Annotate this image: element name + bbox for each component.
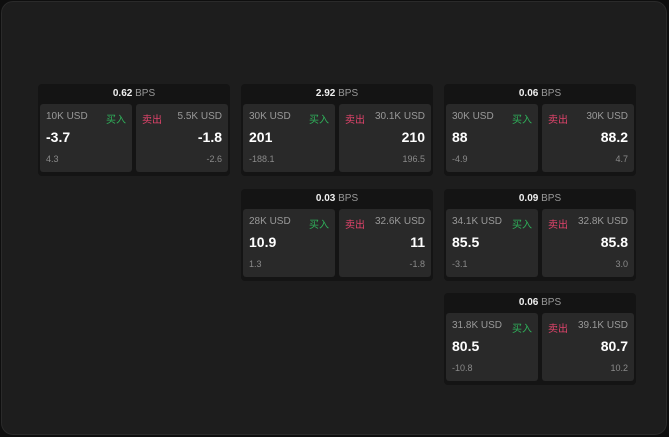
bid-change: 4.3 (46, 154, 59, 164)
bid-change: -3.1 (452, 259, 468, 269)
sell-cell[interactable]: 卖出 32.6K USD 11 -1.8 (339, 209, 431, 277)
ask-price: -1.8 (197, 129, 222, 145)
ask-price: 210 (401, 129, 425, 145)
spread-header: 0.06 BPS (444, 84, 636, 104)
ask-change: -1.8 (409, 259, 425, 269)
bid-change: 1.3 (249, 259, 262, 269)
spread-header: 0.62 BPS (38, 84, 230, 104)
spread-value: 0.62 (112, 88, 133, 99)
bid-price: 201 (249, 129, 273, 145)
buy-cell[interactable]: 30K USD 买入 201 -188.1 (243, 104, 335, 172)
spread-value: 0.03 (315, 193, 336, 204)
sell-label: 卖出 (548, 115, 568, 126)
spread-header: 2.92 BPS (241, 84, 433, 104)
ask-price: 11 (410, 234, 425, 250)
spread-unit: BPS (541, 193, 562, 204)
ask-size: 39.1K USD (577, 320, 628, 331)
buy-label: 买入 (309, 220, 329, 231)
buy-label: 买入 (512, 115, 532, 126)
buy-cell[interactable]: 10K USD 买入 -3.7 4.3 (40, 104, 132, 172)
buy-label: 买入 (512, 220, 532, 231)
buy-label: 买入 (512, 324, 532, 335)
quote-card: 0.62 BPS 10K USD 买入 -3.7 4.3 卖出 5.5K USD… (38, 84, 230, 176)
ask-change: 196.5 (402, 154, 425, 164)
quote-card: 0.06 BPS 30K USD 买入 88 -4.9 卖出 30K USD 8… (444, 84, 636, 176)
bid-change: -188.1 (249, 154, 275, 164)
sell-cell[interactable]: 卖出 30.1K USD 210 196.5 (339, 104, 431, 172)
ask-change: 10.2 (610, 363, 628, 373)
quote-card: 0.09 BPS 34.1K USD 买入 85.5 -3.1 卖出 32.8K… (444, 189, 636, 281)
spread-value: 0.06 (518, 88, 539, 99)
ask-price: 80.7 (600, 338, 628, 354)
buy-cell[interactable]: 30K USD 买入 88 -4.9 (446, 104, 538, 172)
spread-unit: BPS (338, 193, 359, 204)
buy-cell[interactable]: 34.1K USD 买入 85.5 -3.1 (446, 209, 538, 277)
sell-cell[interactable]: 卖出 30K USD 88.2 4.7 (542, 104, 634, 172)
ask-size: 5.5K USD (177, 111, 222, 122)
bid-size: 30K USD (452, 111, 494, 122)
bid-change: -4.9 (452, 154, 468, 164)
buy-cell[interactable]: 31.8K USD 买入 80.5 -10.8 (446, 313, 538, 381)
buy-label: 买入 (309, 115, 329, 126)
ask-size: 32.8K USD (577, 216, 628, 227)
quote-card: 0.03 BPS 28K USD 买入 10.9 1.3 卖出 32.6K US… (241, 189, 433, 281)
spread-unit: BPS (541, 297, 562, 308)
bid-price: 85.5 (452, 234, 480, 250)
sell-label: 卖出 (345, 115, 365, 126)
bid-size: 28K USD (249, 216, 291, 227)
sell-label: 卖出 (548, 324, 568, 335)
bid-price: 88 (452, 129, 468, 145)
spread-value: 0.09 (518, 193, 539, 204)
sell-label: 卖出 (142, 115, 162, 126)
bid-price: 10.9 (249, 234, 277, 250)
spread-unit: BPS (338, 88, 359, 99)
ask-price: 85.8 (600, 234, 628, 250)
bid-size: 34.1K USD (452, 216, 503, 227)
sell-label: 卖出 (548, 220, 568, 231)
bid-size: 31.8K USD (452, 320, 503, 331)
ask-size: 30.1K USD (374, 111, 425, 122)
sell-label: 卖出 (345, 220, 365, 231)
spread-header: 0.03 BPS (241, 189, 433, 209)
bid-size: 10K USD (46, 111, 88, 122)
buy-cell[interactable]: 28K USD 买入 10.9 1.3 (243, 209, 335, 277)
spread-value: 2.92 (315, 88, 336, 99)
ask-change: -2.6 (206, 154, 222, 164)
ask-size: 32.6K USD (374, 216, 425, 227)
quote-card: 2.92 BPS 30K USD 买入 201 -188.1 卖出 30.1K … (241, 84, 433, 176)
ask-change: 3.0 (615, 259, 628, 269)
ask-change: 4.7 (615, 154, 628, 164)
sell-cell[interactable]: 卖出 5.5K USD -1.8 -2.6 (136, 104, 228, 172)
quote-card: 0.06 BPS 31.8K USD 买入 80.5 -10.8 卖出 39.1… (444, 293, 636, 385)
spread-value: 0.06 (518, 297, 539, 308)
sell-cell[interactable]: 卖出 32.8K USD 85.8 3.0 (542, 209, 634, 277)
spread-unit: BPS (135, 88, 156, 99)
bid-price: -3.7 (46, 129, 71, 145)
ask-size: 30K USD (586, 111, 628, 122)
bid-size: 30K USD (249, 111, 291, 122)
spread-unit: BPS (541, 88, 562, 99)
buy-label: 买入 (106, 115, 126, 126)
spread-header: 0.06 BPS (444, 293, 636, 313)
spread-header: 0.09 BPS (444, 189, 636, 209)
bid-price: 80.5 (452, 338, 480, 354)
sell-cell[interactable]: 卖出 39.1K USD 80.7 10.2 (542, 313, 634, 381)
ask-price: 88.2 (600, 129, 628, 145)
bid-change: -10.8 (452, 363, 473, 373)
